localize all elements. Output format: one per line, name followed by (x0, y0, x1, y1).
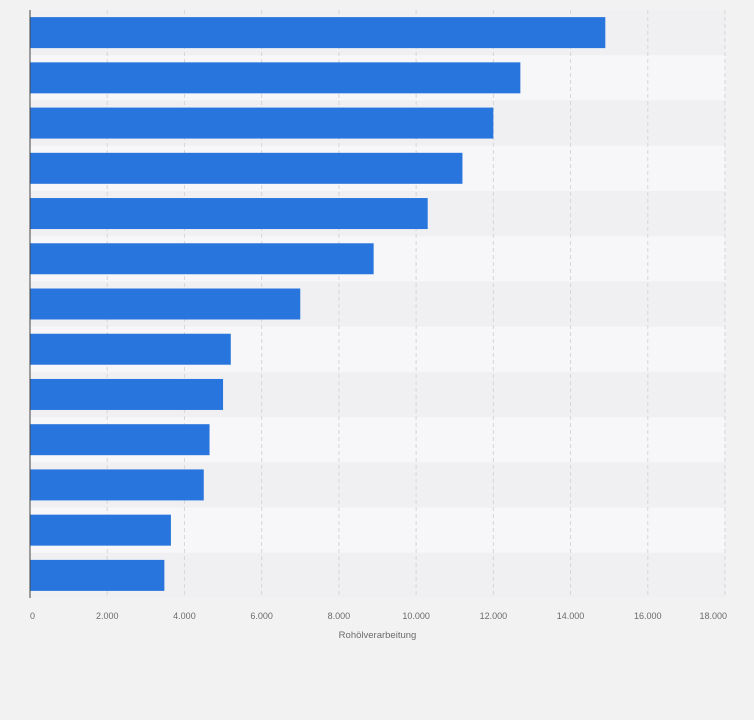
bar[interactable] (30, 288, 301, 320)
x-tick-label: 6.000 (250, 611, 273, 621)
bars (30, 17, 606, 591)
x-tick-label: 8.000 (328, 611, 351, 621)
bar[interactable] (30, 514, 171, 546)
bar[interactable] (30, 62, 521, 94)
x-tick-label: 16.000 (634, 611, 662, 621)
x-tick-label: 4.000 (173, 611, 196, 621)
bar[interactable] (30, 198, 428, 230)
x-axis-tick-labels: 0 2.000 4.000 6.000 8.000 10.000 12.000 14.000 1… (30, 611, 727, 621)
bar[interactable] (30, 469, 204, 501)
x-tick-label: 14.000 (557, 611, 585, 621)
x-tick-label: 0 (30, 611, 35, 621)
bar[interactable] (30, 424, 210, 456)
bar[interactable] (30, 378, 224, 410)
x-tick-label: 12.000 (480, 611, 508, 621)
x-tick-label: 2.000 (96, 611, 119, 621)
bar[interactable] (30, 107, 494, 139)
bar[interactable] (30, 243, 374, 275)
bar[interactable] (30, 559, 165, 591)
x-tick-label: 10.000 (402, 611, 430, 621)
x-tick-label: 18.000 (699, 611, 727, 621)
bar[interactable] (30, 152, 463, 184)
x-axis-title: Rohölverarbeitung (339, 630, 417, 641)
bar[interactable] (30, 333, 231, 365)
bar[interactable] (30, 17, 606, 49)
